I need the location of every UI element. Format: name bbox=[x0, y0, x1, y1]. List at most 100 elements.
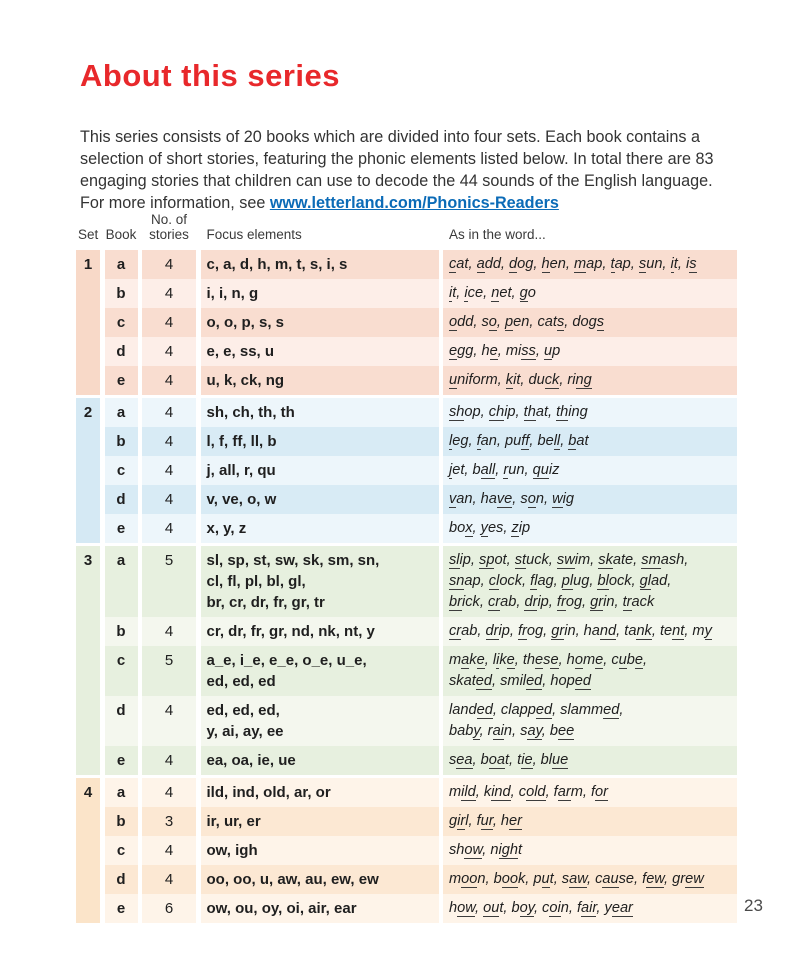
focus-cell: c, a, d, h, m, t, s, i, s bbox=[200, 250, 439, 279]
stories-cell: 4 bbox=[142, 617, 196, 646]
focus-cell: i, i, n, g bbox=[200, 279, 439, 308]
book-cell: c bbox=[104, 308, 138, 337]
book-cell: e bbox=[104, 746, 138, 775]
header-as-in-the-word: As in the word... bbox=[449, 227, 546, 242]
words-cell: cat, add, dog, hen, map, tap, sun, it, i… bbox=[443, 250, 737, 279]
set-band: 3 bbox=[76, 546, 100, 775]
stories-cell: 4 bbox=[142, 427, 196, 456]
set-group-1: 1 a 4 c, a, d, h, m, t, s, i, s cat, add, do… bbox=[76, 250, 738, 395]
stories-cell: 4 bbox=[142, 279, 196, 308]
stories-cell: 4 bbox=[142, 308, 196, 337]
words-cell: jet, ball, run, quiz bbox=[443, 456, 737, 485]
stories-cell: 5 bbox=[142, 546, 196, 617]
words-cell: uniform, kit, duck, ring bbox=[443, 366, 737, 395]
focus-cell: sh, ch, th, th bbox=[200, 398, 439, 427]
words-cell: moon, book, put, saw, cause, few, grew bbox=[443, 865, 737, 894]
stories-cell: 4 bbox=[142, 746, 196, 775]
stories-cell: 4 bbox=[142, 337, 196, 366]
focus-cell: ea, oa, ie, ue bbox=[200, 746, 439, 775]
set-group-4: 4 a 4 ild, ind, old, ar, or mild, kind, cold… bbox=[76, 778, 738, 923]
focus-cell: x, y, z bbox=[200, 514, 439, 543]
book-cell: e bbox=[104, 894, 138, 923]
phonics-table: Set Book No. of stories Focus elements As… bbox=[76, 212, 738, 926]
intro-text: This series consists of 20 books which a… bbox=[80, 128, 714, 212]
stories-cell: 5 bbox=[142, 646, 196, 696]
stories-cell: 6 bbox=[142, 894, 196, 923]
words-cell: show, night bbox=[443, 836, 737, 865]
words-cell: van, have, son, wig bbox=[443, 485, 737, 514]
focus-cell: e, e, ss, u bbox=[200, 337, 439, 366]
stories-cell: 4 bbox=[142, 514, 196, 543]
focus-cell: o, o, p, s, s bbox=[200, 308, 439, 337]
focus-cell: v, ve, o, w bbox=[200, 485, 439, 514]
stories-cell: 4 bbox=[142, 485, 196, 514]
phonics-readers-link[interactable]: www.letterland.com/Phonics-Readers bbox=[269, 193, 559, 212]
focus-cell: l, f, ff, ll, b bbox=[200, 427, 439, 456]
focus-cell: ow, igh bbox=[200, 836, 439, 865]
set-group-3: 3 a 5 sl, sp, st, sw, sk, sm, sn, cl, fl, pl… bbox=[76, 546, 738, 775]
stories-cell: 4 bbox=[142, 865, 196, 894]
stories-cell: 4 bbox=[142, 456, 196, 485]
book-cell: c bbox=[104, 836, 138, 865]
header-stories: No. of stories bbox=[149, 212, 189, 242]
book-cell: b bbox=[104, 807, 138, 836]
words-cell: girl, fur, her bbox=[443, 807, 737, 836]
book-cell: d bbox=[104, 865, 138, 894]
focus-cell: oo, oo, u, aw, au, ew, ew bbox=[200, 865, 439, 894]
stories-cell: 4 bbox=[142, 398, 196, 427]
words-cell: how, out, boy, coin, fair, year bbox=[443, 894, 737, 923]
book-cell: d bbox=[104, 485, 138, 514]
page-title: About this series bbox=[80, 58, 340, 93]
words-cell: shop, chip, that, thing bbox=[443, 398, 737, 427]
words-cell: it, ice, net, go bbox=[443, 279, 737, 308]
book-cell: a bbox=[104, 250, 138, 279]
focus-cell: u, k, ck, ng bbox=[200, 366, 439, 395]
focus-cell: cr, dr, fr, gr, nd, nk, nt, y bbox=[200, 617, 439, 646]
stories-cell: 4 bbox=[142, 250, 196, 279]
focus-cell: ild, ind, old, ar, or bbox=[200, 778, 439, 807]
words-cell: mild, kind, cold, farm, for bbox=[443, 778, 737, 807]
set-band: 2 bbox=[76, 398, 100, 543]
header-focus-elements: Focus elements bbox=[206, 227, 302, 242]
words-cell: make, like, these, home, cube, skated, sm… bbox=[443, 646, 737, 696]
set-band: 4 bbox=[76, 778, 100, 923]
words-cell: odd, so, pen, cats, dogs bbox=[443, 308, 737, 337]
stories-cell: 4 bbox=[142, 778, 196, 807]
stories-cell: 4 bbox=[142, 836, 196, 865]
focus-cell: ir, ur, er bbox=[200, 807, 439, 836]
words-cell: landed, clapped, slammed, baby, rain, say… bbox=[443, 696, 737, 746]
set-group-2: 2 a 4 sh, ch, th, th shop, chip, that, thing… bbox=[76, 398, 738, 543]
focus-cell: a_e, i_e, e_e, o_e, u_e, ed, ed, ed bbox=[200, 646, 439, 696]
book-cell: e bbox=[104, 366, 138, 395]
book-cell: b bbox=[104, 427, 138, 456]
book-cell: b bbox=[104, 617, 138, 646]
table-body: 1 a 4 c, a, d, h, m, t, s, i, s cat, add, do… bbox=[76, 250, 738, 923]
table-header: Set Book No. of stories Focus elements As… bbox=[76, 212, 738, 242]
header-book: Book bbox=[105, 227, 137, 242]
book-cell: b bbox=[104, 279, 138, 308]
focus-cell: ow, ou, oy, oi, air, ear bbox=[200, 894, 439, 923]
focus-cell: sl, sp, st, sw, sk, sm, sn, cl, fl, pl, b… bbox=[200, 546, 439, 617]
header-set: Set bbox=[78, 227, 99, 242]
focus-cell: j, all, r, qu bbox=[200, 456, 439, 485]
words-cell: crab, drip, frog, grin, hand, tank, tent… bbox=[443, 617, 737, 646]
words-cell: egg, he, miss, up bbox=[443, 337, 737, 366]
set-band: 1 bbox=[76, 250, 100, 395]
book-cell: a bbox=[104, 778, 138, 807]
words-cell: box, yes, zip bbox=[443, 514, 737, 543]
book-cell: c bbox=[104, 646, 138, 696]
words-cell: leg, fan, puff, bell, bat bbox=[443, 427, 737, 456]
book-cell: c bbox=[104, 456, 138, 485]
book-cell: a bbox=[104, 546, 138, 617]
page-number: 23 bbox=[744, 896, 763, 915]
book-cell: d bbox=[104, 337, 138, 366]
book-cell: d bbox=[104, 696, 138, 746]
intro-paragraph: This series consists of 20 books which a… bbox=[80, 127, 738, 214]
words-cell: sea, boat, tie, blue bbox=[443, 746, 737, 775]
stories-cell: 4 bbox=[142, 696, 196, 746]
focus-cell: ed, ed, ed, y, ai, ay, ee bbox=[200, 696, 439, 746]
book-cell: e bbox=[104, 514, 138, 543]
words-cell: slip, spot, stuck, swim, skate, smash, sn… bbox=[443, 546, 737, 617]
stories-cell: 3 bbox=[142, 807, 196, 836]
book-cell: a bbox=[104, 398, 138, 427]
